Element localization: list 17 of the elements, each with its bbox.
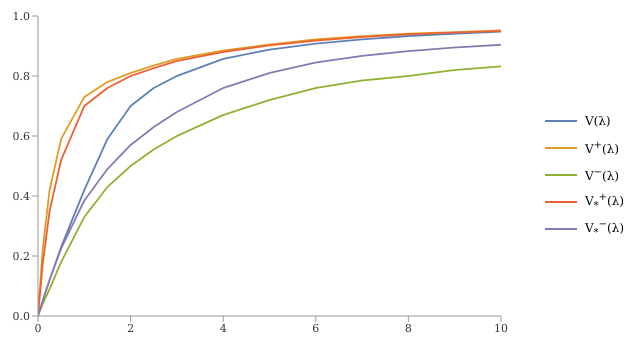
x-tick-label: 4 bbox=[220, 322, 227, 335]
legend-label: V$_{*}$$^{+}$(λ) bbox=[584, 192, 624, 212]
x-tick-label: 8 bbox=[404, 322, 412, 335]
x-tick-label: 2 bbox=[127, 322, 134, 335]
legend-label: V$_{*}$$^{−}$(λ) bbox=[584, 219, 624, 239]
legend-label: V(λ) bbox=[584, 114, 611, 128]
y-tick-label: 0.2 bbox=[12, 250, 30, 263]
legend-label: V$^{−}$(λ) bbox=[584, 167, 619, 183]
x-tick-label: 0 bbox=[34, 322, 42, 335]
x-tick-label: 10 bbox=[494, 322, 508, 335]
y-tick-label: 0.0 bbox=[12, 310, 30, 323]
legend-label: V$^{+}$(λ) bbox=[584, 140, 619, 156]
y-tick-label: 0.6 bbox=[12, 130, 30, 143]
x-tick-label: 6 bbox=[312, 322, 320, 335]
y-tick-label: 1.0 bbox=[12, 10, 30, 23]
y-tick-label: 0.8 bbox=[12, 70, 30, 83]
y-tick-label: 0.4 bbox=[12, 190, 30, 203]
